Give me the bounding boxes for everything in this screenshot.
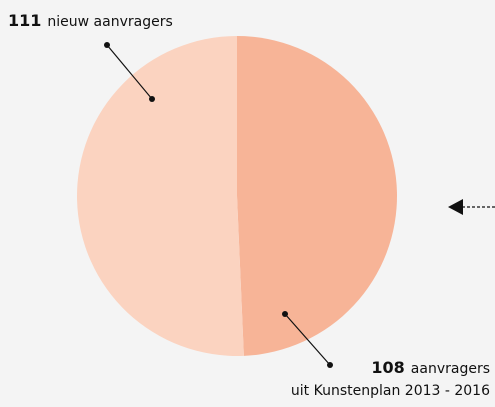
leader-1	[104, 42, 155, 102]
leader-dot	[327, 362, 333, 368]
pie-slice	[77, 36, 244, 356]
arrow	[448, 199, 495, 215]
leader-line	[284, 313, 331, 366]
slice-name: aanvragers	[411, 361, 490, 377]
leader-2	[282, 311, 333, 368]
leader-dot	[282, 311, 288, 317]
slice-value: 108	[371, 358, 404, 377]
slice-value: 111	[8, 11, 41, 30]
leader-dot	[149, 96, 155, 102]
slice-sublabel: uit Kunstenplan 2013 - 2016	[291, 383, 490, 399]
pie-slice	[237, 36, 398, 356]
slice-label: 111 nieuw aanvragers	[8, 11, 173, 30]
arrow-head	[448, 199, 463, 215]
slice-name: nieuw aanvragers	[47, 14, 172, 30]
pie	[77, 36, 398, 356]
slice-label: 108 aanvragers	[371, 358, 490, 377]
leader-dot	[104, 42, 110, 48]
leader-line	[106, 44, 153, 100]
